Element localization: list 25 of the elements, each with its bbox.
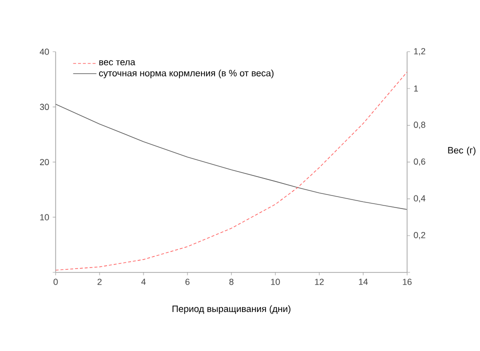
y2-tick-label: 1: [414, 85, 418, 92]
y2-tick-label: 1,2: [414, 48, 426, 56]
x-axis-title: Период выращивания (дни): [172, 305, 290, 314]
y2-axis-title: Вес (г): [448, 146, 476, 156]
legend-label: вес тела: [99, 60, 136, 66]
x-tick-label: 12: [315, 278, 324, 285]
x-tick-label: 4: [141, 278, 146, 285]
x-tick-label: 2: [98, 278, 102, 285]
y2-tick-label: 0,2: [414, 232, 426, 239]
y2-tick-label: 0,6: [414, 158, 426, 166]
x-tick-label: 16: [402, 278, 412, 285]
x-tick-label: 0: [54, 278, 58, 285]
legend-label: суточная норма кормления (в % от веса): [99, 69, 274, 78]
x-tick-label: 8: [229, 278, 234, 285]
x-tick-label: 6: [185, 278, 190, 285]
y2-tick-label: 0,4: [414, 194, 426, 202]
y-tick-label: 10: [40, 214, 49, 220]
y2-tick-label: 0,8: [414, 121, 426, 129]
line-series: [56, 71, 408, 270]
y-tick-label: 20: [40, 158, 49, 165]
line-series: [56, 104, 408, 210]
x-tick-label: 14: [358, 278, 368, 285]
y-tick-label: 30: [40, 104, 49, 110]
x-tick-label: 10: [271, 278, 280, 285]
y-tick-label: 40: [40, 48, 49, 55]
